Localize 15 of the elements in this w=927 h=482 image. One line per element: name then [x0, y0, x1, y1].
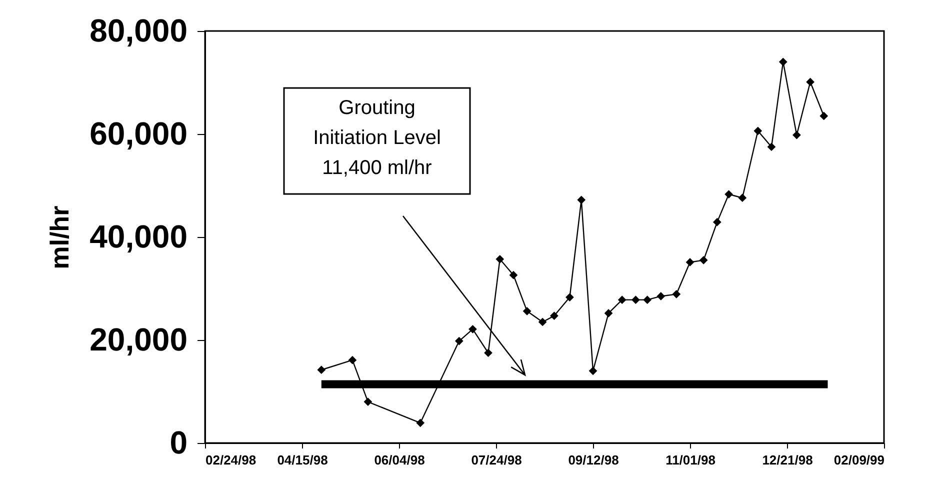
y-axis-title: ml/hr	[44, 206, 75, 270]
annotation: Grouting Initiation Level 11,400 ml/hr	[313, 97, 441, 179]
x-tick-label: 04/15/98	[277, 452, 328, 468]
y-tick-label: 40,000	[90, 218, 188, 254]
x-tick-label: 06/04/98	[374, 452, 425, 468]
x-tick-label: 11/01/98	[666, 452, 716, 468]
x-tick-label: 09/12/98	[568, 452, 619, 468]
y-tick-label: 0	[170, 424, 188, 460]
x-tick-label: 02/09/99	[834, 452, 884, 468]
y-tick-label: 20,000	[90, 322, 188, 358]
y-tick-label: 80,000	[90, 12, 188, 48]
x-tick-label: 12/21/98	[762, 452, 813, 468]
y-tick-label: 60,000	[90, 116, 188, 152]
x-tick-label: 02/24/98	[206, 452, 256, 468]
x-tick-label: 07/24/98	[471, 452, 522, 468]
